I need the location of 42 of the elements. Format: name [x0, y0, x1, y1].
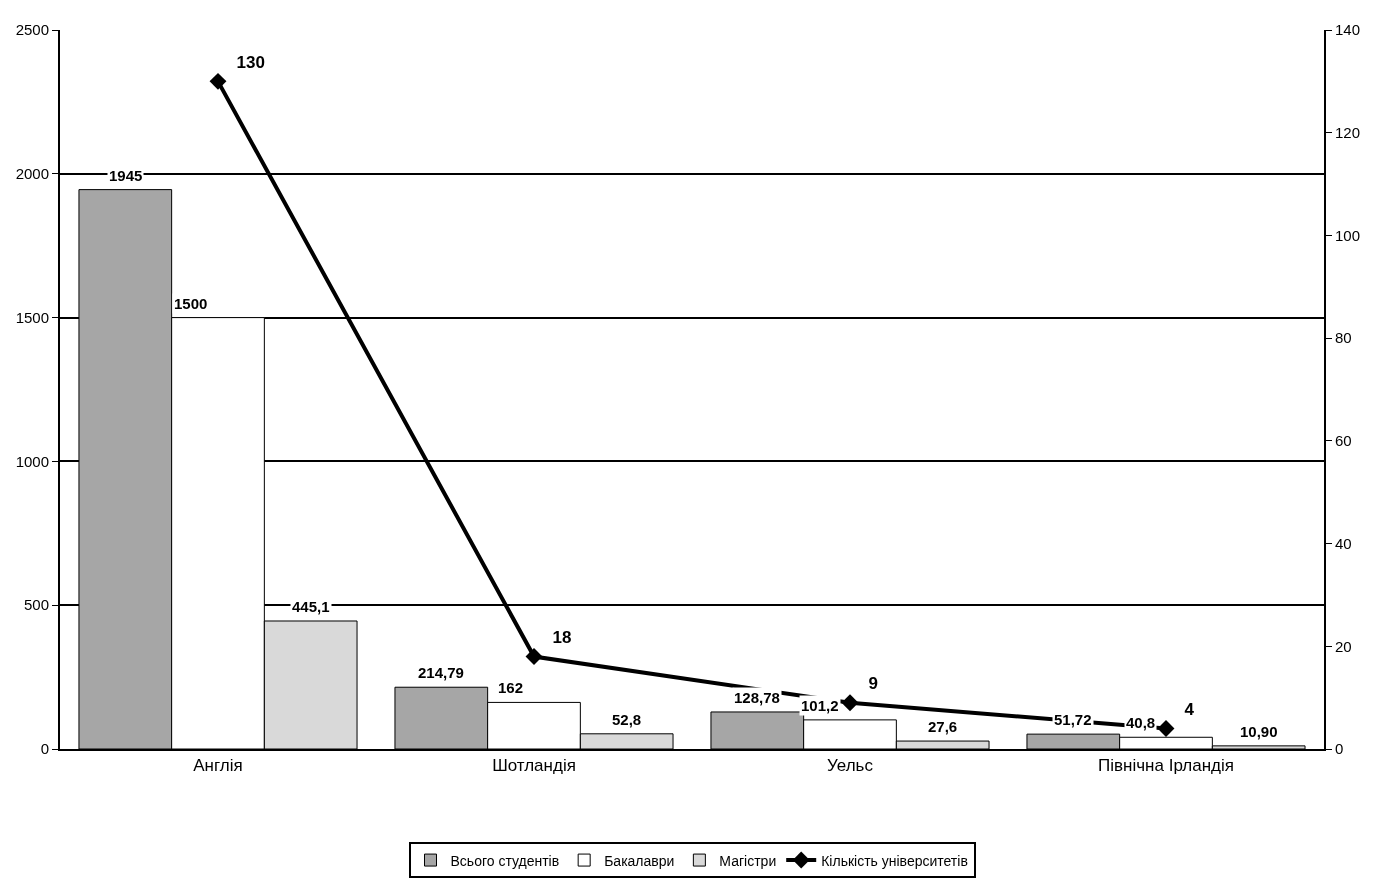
point: [841, 694, 859, 712]
data-label: 128,78: [734, 689, 780, 706]
data-label: 214,79: [418, 664, 464, 681]
legend-label: Всього студентів: [450, 852, 560, 869]
legend-label: Кількість університетів: [821, 852, 968, 869]
y2-tick-label: 80: [1335, 329, 1352, 347]
y2-tick-label: 0: [1335, 740, 1344, 758]
y2-tick-label: 100: [1335, 226, 1361, 244]
data-label: 445,1: [292, 598, 330, 615]
y-tick-label: 1500: [15, 308, 49, 326]
data-label: 9: [859, 674, 879, 694]
point: [209, 72, 227, 90]
data-label: 40,8: [1126, 714, 1156, 731]
legend-label: Бакалаври: [604, 852, 675, 869]
y2-tick-label: 40: [1335, 534, 1352, 552]
y2-tick-label: 140: [1335, 21, 1361, 39]
y-tick-label: 1000: [15, 452, 49, 470]
data-label: 18: [543, 628, 572, 648]
x-tick-label: Уельс: [827, 756, 874, 776]
x-tick-label: Північна Ірландія: [1098, 756, 1234, 776]
x-tick-label: Англія: [193, 756, 243, 776]
y2-tick-label: 60: [1335, 432, 1352, 450]
data-label: 1945: [109, 167, 143, 184]
data-label: 1500: [174, 295, 208, 312]
point: [1157, 720, 1175, 737]
y2-tick-label: 20: [1335, 637, 1352, 655]
point: [525, 648, 543, 666]
data-label: 4: [1175, 700, 1195, 720]
data-label: 101,2: [801, 697, 839, 714]
data-label: 10,90: [1240, 723, 1278, 740]
x-tick-label: Шотландія: [492, 756, 576, 776]
data-label: 162: [498, 679, 524, 696]
y-tick-label: 2000: [15, 165, 49, 183]
y-tick-label: 0: [40, 740, 49, 758]
data-label: 27,6: [928, 718, 958, 735]
legend-label: Магістри: [719, 852, 777, 869]
data-label: 130: [227, 52, 265, 72]
data-label: 52,8: [612, 711, 642, 728]
data-label: 51,72: [1054, 711, 1092, 728]
y-tick-label: 2500: [15, 21, 49, 39]
y2-tick-label: 120: [1335, 123, 1361, 141]
y-tick-label: 500: [23, 596, 49, 614]
